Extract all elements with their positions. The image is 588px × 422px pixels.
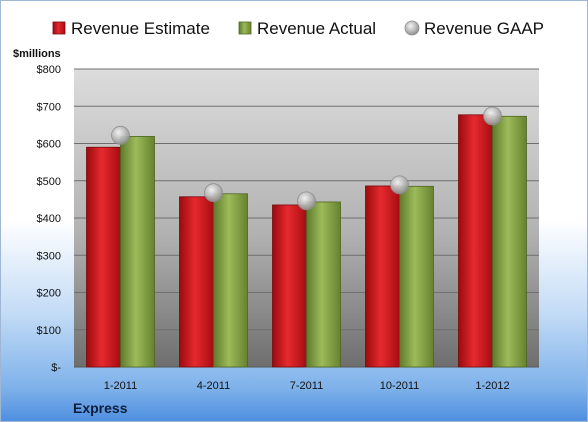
revenue-estimate-bar [458, 114, 493, 368]
y-axis-ticks: $- $100 $200 $300 $400 $500 $600 $700 $800 [37, 64, 62, 374]
revenue-estimate-bar [86, 146, 121, 368]
revenue-actual-bar [213, 193, 248, 368]
y-axis-unit-label: $millions [13, 48, 61, 60]
legend-swatch [238, 21, 252, 35]
revenue-estimate-bar [179, 196, 214, 368]
y-tick-label: $- [51, 362, 61, 374]
y-tick-label: $700 [37, 101, 61, 113]
revenue-actual-bar [492, 115, 527, 368]
revenue-gaap-marker [111, 125, 130, 145]
revenue-gaap-marker [483, 106, 502, 126]
y-tick-label: $400 [37, 213, 61, 225]
revenue-actual-bar [306, 201, 341, 368]
y-tick-label: $200 [37, 288, 61, 300]
y-tick-label: $800 [37, 64, 61, 76]
revenue-actual-bar [120, 136, 155, 368]
revenue-estimate-bar [365, 185, 400, 368]
bars [86, 114, 527, 368]
revenue-gaap-marker [297, 191, 316, 211]
company-label: Express [73, 400, 128, 416]
legend-label: Revenue Actual [257, 19, 376, 38]
x-axis-ticks: 1-2011 4-2011 7-2011 10-2011 1-2012 [104, 380, 510, 392]
x-tick-label: 10-2011 [380, 380, 420, 392]
y-tick-label: $300 [37, 250, 61, 262]
legend-label: Revenue GAAP [424, 19, 544, 38]
gaap-markers [111, 106, 502, 211]
revenue-actual-bar [399, 185, 434, 368]
legend-label: Revenue Estimate [71, 19, 210, 38]
revenue-gaap-marker [204, 183, 223, 203]
x-tick-label: 1-2011 [104, 380, 137, 392]
x-tick-label: 7-2011 [290, 380, 323, 392]
y-tick-label: $600 [37, 139, 61, 151]
y-tick-label: $100 [37, 325, 61, 337]
x-tick-label: 1-2012 [475, 380, 509, 392]
revenue-gaap-marker [390, 175, 409, 195]
revenue-estimate-bar [272, 204, 307, 368]
legend-swatch [404, 20, 420, 36]
y-tick-label: $500 [37, 176, 61, 188]
legend-swatch [52, 21, 66, 35]
x-tick-label: 4-2011 [197, 380, 230, 392]
legend: Revenue Estimate Revenue Actual Revenue GA… [52, 19, 544, 38]
